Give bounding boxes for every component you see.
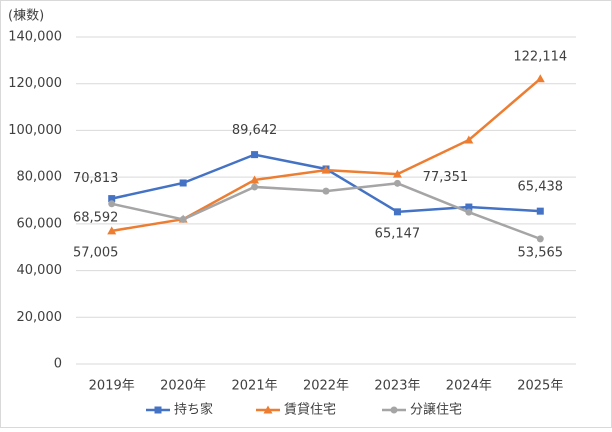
x-tick-label: 2023年 xyxy=(374,379,420,394)
x-tick-label: 2022年 xyxy=(303,379,349,394)
data-label: 57,005 xyxy=(73,245,119,260)
y-tick-label: 120,000 xyxy=(8,76,62,91)
data-label: 122,114 xyxy=(513,49,567,64)
x-tick-label: 2020年 xyxy=(160,379,206,394)
marker xyxy=(464,135,474,144)
legend-marker xyxy=(154,406,162,414)
marker xyxy=(251,151,259,159)
y-tick-label: 80,000 xyxy=(17,170,63,185)
x-tick-label: 2021年 xyxy=(232,379,278,394)
x-tick-label: 2019年 xyxy=(89,379,135,394)
data-label: 53,565 xyxy=(518,245,564,260)
y-tick-label: 0 xyxy=(54,357,62,372)
legend-label: 分譲住宅 xyxy=(410,402,462,418)
marker xyxy=(392,169,402,178)
marker xyxy=(393,179,401,187)
y-tick-label: 60,000 xyxy=(17,216,63,231)
marker xyxy=(179,215,187,223)
marker xyxy=(536,207,544,215)
marker xyxy=(108,200,116,208)
marker xyxy=(535,74,545,83)
legend-marker xyxy=(263,405,273,414)
data-label: 77,351 xyxy=(423,170,469,185)
x-tick-label: 2025年 xyxy=(517,379,563,394)
y-tick-label: 140,000 xyxy=(8,30,62,45)
y-tick-label: 20,000 xyxy=(17,310,63,325)
marker xyxy=(251,183,259,191)
marker xyxy=(465,203,473,211)
x-tick-label: 2024年 xyxy=(446,379,492,394)
legend-label: 賃貸住宅 xyxy=(284,402,336,418)
marker xyxy=(108,195,116,203)
data-label: 89,642 xyxy=(232,123,278,138)
data-label: 65,147 xyxy=(375,226,421,241)
marker xyxy=(179,179,187,187)
marker xyxy=(465,208,473,216)
marker xyxy=(393,208,401,216)
data-label: 68,592 xyxy=(73,210,119,225)
marker xyxy=(250,175,260,184)
marker xyxy=(536,235,544,243)
legend-marker xyxy=(390,406,398,414)
marker xyxy=(322,187,330,195)
y-tick-label: 100,000 xyxy=(8,123,62,138)
y-tick-label: 40,000 xyxy=(17,263,63,278)
marker xyxy=(321,165,331,174)
data-label: 70,813 xyxy=(73,171,119,186)
data-label: 65,438 xyxy=(518,180,564,195)
y-axis-label: (棟数) xyxy=(8,9,44,24)
legend-label: 持ち家 xyxy=(174,402,213,418)
marker xyxy=(107,226,117,235)
